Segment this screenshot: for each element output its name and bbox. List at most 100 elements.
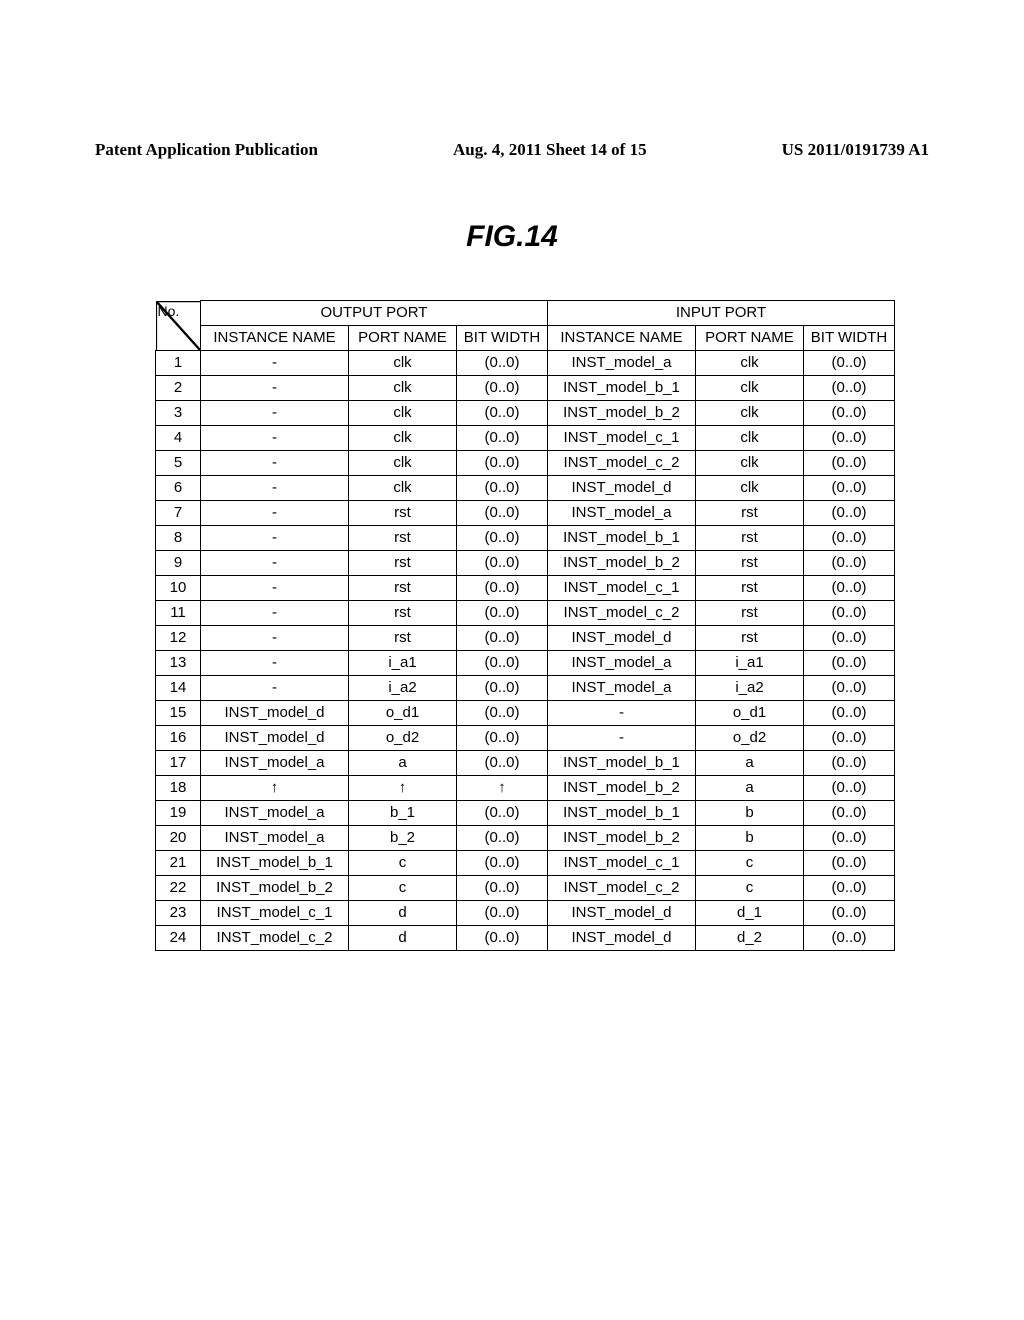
- in-instance: INST_model_b_1: [548, 801, 696, 826]
- in-port: clk: [696, 376, 804, 401]
- out-instance: INST_model_b_1: [201, 851, 349, 876]
- row-no: 1: [156, 351, 201, 376]
- out-bitwidth: (0..0): [457, 451, 548, 476]
- out-instance: -: [201, 501, 349, 526]
- table-row: 5-clk(0..0)INST_model_c_2clk(0..0): [156, 451, 895, 476]
- in-instance: INST_model_d: [548, 901, 696, 926]
- out-instance: INST_model_c_2: [201, 926, 349, 951]
- out-bitwidth: (0..0): [457, 876, 548, 901]
- in-port: clk: [696, 351, 804, 376]
- table-row: 16INST_model_do_d2(0..0)-o_d2(0..0): [156, 726, 895, 751]
- in-instance: INST_model_d: [548, 926, 696, 951]
- in-instance: INST_model_c_1: [548, 576, 696, 601]
- table-row: 22INST_model_b_2c(0..0)INST_model_c_2c(0…: [156, 876, 895, 901]
- out-bitwidth: (0..0): [457, 476, 548, 501]
- in-instance: INST_model_b_1: [548, 751, 696, 776]
- in-port: clk: [696, 476, 804, 501]
- out-bitwidth: (0..0): [457, 701, 548, 726]
- out-instance: -: [201, 426, 349, 451]
- out-instance: -: [201, 351, 349, 376]
- out-instance: INST_model_d: [201, 726, 349, 751]
- row-no: 22: [156, 876, 201, 901]
- row-no: 4: [156, 426, 201, 451]
- out-instance: -: [201, 376, 349, 401]
- in-bitwidth: (0..0): [804, 526, 895, 551]
- in-instance: INST_model_a: [548, 651, 696, 676]
- in-instance: INST_model_d: [548, 626, 696, 651]
- table-row: 12-rst(0..0)INST_model_drst(0..0): [156, 626, 895, 651]
- out-port: rst: [349, 526, 457, 551]
- out-port: b_1: [349, 801, 457, 826]
- in-bitwidth: (0..0): [804, 401, 895, 426]
- in-port: b: [696, 801, 804, 826]
- in-port: rst: [696, 601, 804, 626]
- row-no: 2: [156, 376, 201, 401]
- out-bitwidth: (0..0): [457, 676, 548, 701]
- out-port: clk: [349, 376, 457, 401]
- in-instance: INST_model_c_1: [548, 851, 696, 876]
- in-port: rst: [696, 576, 804, 601]
- port-table: No. OUTPUT PORT INPUT PORT INSTANCE NAME…: [155, 300, 895, 951]
- in-instance: -: [548, 726, 696, 751]
- in-instance: INST_model_c_2: [548, 601, 696, 626]
- out-bitwidth: (0..0): [457, 651, 548, 676]
- table-row: 2-clk(0..0)INST_model_b_1clk(0..0): [156, 376, 895, 401]
- in-port: rst: [696, 526, 804, 551]
- in-port: a: [696, 751, 804, 776]
- in-bitwidth: (0..0): [804, 676, 895, 701]
- out-port: clk: [349, 426, 457, 451]
- in-instance: INST_model_b_2: [548, 551, 696, 576]
- col-in-instance: INSTANCE NAME: [548, 326, 696, 351]
- in-bitwidth: (0..0): [804, 651, 895, 676]
- out-instance: -: [201, 676, 349, 701]
- out-port: clk: [349, 351, 457, 376]
- row-no: 5: [156, 451, 201, 476]
- in-instance: INST_model_c_1: [548, 426, 696, 451]
- table-row: 24INST_model_c_2d(0..0)INST_model_dd_2(0…: [156, 926, 895, 951]
- out-bitwidth: (0..0): [457, 576, 548, 601]
- out-port: clk: [349, 401, 457, 426]
- table-header-group-row: No. OUTPUT PORT INPUT PORT: [156, 301, 895, 326]
- in-bitwidth: (0..0): [804, 926, 895, 951]
- in-bitwidth: (0..0): [804, 476, 895, 501]
- out-instance: INST_model_a: [201, 801, 349, 826]
- out-port: i_a2: [349, 676, 457, 701]
- in-instance: INST_model_a: [548, 501, 696, 526]
- out-port: c: [349, 851, 457, 876]
- table-header-col-row: INSTANCE NAME PORT NAME BIT WIDTH INSTAN…: [156, 326, 895, 351]
- row-no: 23: [156, 901, 201, 926]
- table-body: 1-clk(0..0)INST_model_aclk(0..0)2-clk(0.…: [156, 351, 895, 951]
- table-row: 3-clk(0..0)INST_model_b_2clk(0..0): [156, 401, 895, 426]
- table-row: 15INST_model_do_d1(0..0)-o_d1(0..0): [156, 701, 895, 726]
- page-header: Patent Application Publication Aug. 4, 2…: [95, 140, 929, 160]
- out-instance: -: [201, 526, 349, 551]
- out-instance: INST_model_a: [201, 826, 349, 851]
- out-port: c: [349, 876, 457, 901]
- out-port: d: [349, 901, 457, 926]
- table-row: 8-rst(0..0)INST_model_b_1rst(0..0): [156, 526, 895, 551]
- in-port: clk: [696, 401, 804, 426]
- row-no: 24: [156, 926, 201, 951]
- header-right: US 2011/0191739 A1: [782, 140, 929, 160]
- in-instance: INST_model_c_2: [548, 876, 696, 901]
- in-bitwidth: (0..0): [804, 776, 895, 801]
- col-out-bitwidth: BIT WIDTH: [457, 326, 548, 351]
- input-port-group: INPUT PORT: [548, 301, 895, 326]
- out-bitwidth: (0..0): [457, 826, 548, 851]
- out-port: clk: [349, 476, 457, 501]
- row-no: 3: [156, 401, 201, 426]
- row-no: 8: [156, 526, 201, 551]
- in-bitwidth: (0..0): [804, 551, 895, 576]
- out-instance: -: [201, 401, 349, 426]
- in-port: rst: [696, 626, 804, 651]
- out-port: rst: [349, 576, 457, 601]
- in-port: i_a1: [696, 651, 804, 676]
- out-bitwidth: (0..0): [457, 551, 548, 576]
- header-left: Patent Application Publication: [95, 140, 318, 160]
- col-in-port: PORT NAME: [696, 326, 804, 351]
- out-port: b_2: [349, 826, 457, 851]
- out-instance: INST_model_b_2: [201, 876, 349, 901]
- out-port: d: [349, 926, 457, 951]
- in-port: rst: [696, 551, 804, 576]
- out-port: a: [349, 751, 457, 776]
